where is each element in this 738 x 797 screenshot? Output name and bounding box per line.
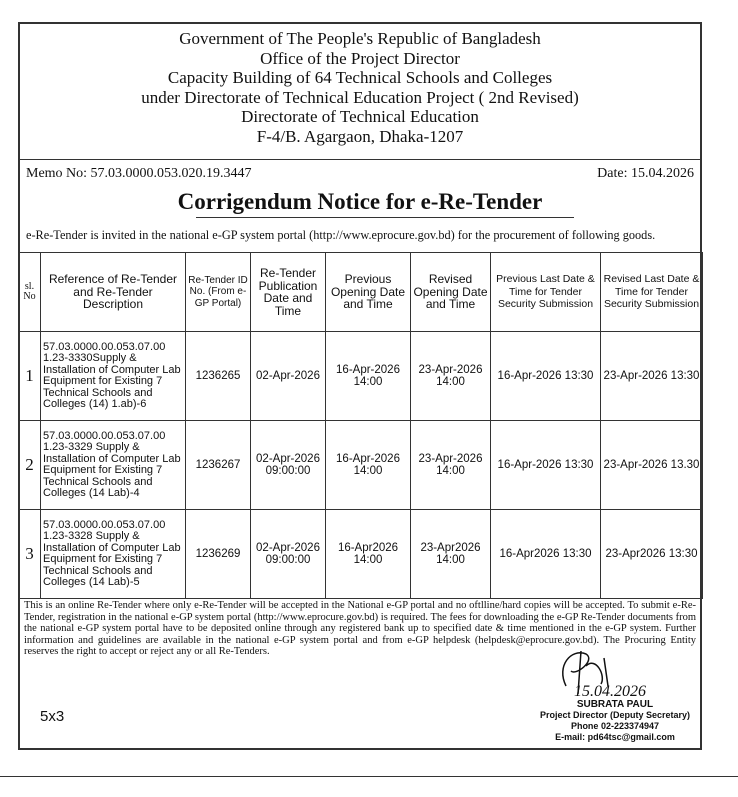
tender-id-cell: 1236269: [185, 509, 251, 599]
previous-opening-cell: 16-Apr-2026 14:00: [325, 420, 411, 510]
column-header: Revised Last Date & Time for Tender Secu…: [600, 252, 703, 332]
column-header: Re-Tender ID No. (From e- GP Portal): [185, 252, 251, 332]
column-header: Revised Opening Date and Time: [410, 252, 491, 332]
title-underline: [196, 217, 574, 218]
previous-last-date-cell: 16-Apr-2026 13:30: [490, 331, 601, 421]
revised-last-date-cell: 23-Apr2026 13:30: [600, 509, 703, 599]
column-header: Previous Opening Date and Time: [325, 252, 411, 332]
publication-date-cell: 02-Apr-2026 09:00:00: [250, 509, 326, 599]
revised-opening-cell: 23-Apr2026 14:00: [410, 509, 491, 599]
table-row: 1 57.03.0000.00.053.07.00 1.23-3330Supply…: [18, 331, 703, 421]
serial-cell: 3: [18, 509, 41, 599]
serial-cell: 1: [18, 331, 41, 421]
header-line: Directorate of Technical Education: [241, 107, 479, 126]
column-header: Previous Last Date & Time for Tender Sec…: [490, 252, 601, 332]
header-line: Capacity Building of 64 Technical School…: [167, 68, 553, 87]
table-header-row: sl. No Reference of Re-Tender and Re-Ten…: [18, 252, 703, 332]
letterhead: Government of The People's Republic of B…: [20, 24, 700, 160]
header-line: Government of The People's Republic of B…: [179, 29, 541, 48]
column-header: Reference of Re-Tender and Re-Tender Des…: [40, 252, 186, 332]
column-header: sl. No: [18, 252, 41, 332]
intro-text: e-Re-Tender is invited in the national e…: [26, 228, 656, 242]
terms-note: This is an online Re-Tender where only e…: [24, 600, 696, 658]
tender-table: sl. No Reference of Re-Tender and Re-Ten…: [18, 252, 703, 599]
notice-date: Date: 15.04.2026: [597, 166, 694, 181]
header-line: F-4/B. Agargaon, Dhaka-1207: [256, 126, 464, 146]
divider: [0, 776, 738, 777]
notice-frame: Government of The People's Republic of B…: [18, 22, 703, 750]
signatory-block: SUBRATA PAUL Project Director (Deputy Se…: [540, 699, 690, 743]
column-header: Re-Tender Publication Date and Time: [250, 252, 326, 332]
tender-id-cell: 1236267: [185, 420, 251, 510]
table-row: 2 57.03.0000.00.053.07.00 1.23-3329 Suppl…: [18, 420, 703, 510]
svg-text:15.04.2026: 15.04.2026: [574, 683, 646, 698]
signatory-name: SUBRATA PAUL: [576, 699, 654, 710]
previous-last-date-cell: 16-Apr2026 13:30: [490, 509, 601, 599]
notice-title: Corrigendum Notice for e-Re-Tender: [177, 189, 543, 214]
memo-number: Memo No: 57.03.0000.053.020.19.3447: [26, 166, 252, 181]
signatory-designation: Project Director (Deputy Secretary): [539, 710, 690, 720]
table-row: 3 57.03.0000.00.053.07.00 1.23-3328 Suppl…: [18, 509, 703, 599]
header-line: Office of the Project Director: [260, 48, 460, 68]
header-line: under Directorate of Technical Education…: [141, 87, 579, 107]
revised-opening-cell: 23-Apr-2026 14:00: [410, 331, 491, 421]
reference-cell: 57.03.0000.00.053.07.00 1.23-3328 Supply…: [40, 509, 186, 599]
signatory-phone: Phone 02-223374947: [570, 721, 659, 731]
reference-cell: 57.03.0000.00.053.07.00 1.23-3329 Supply…: [40, 420, 186, 510]
publication-date-cell: 02-Apr-2026: [250, 331, 326, 421]
previous-last-date-cell: 16-Apr-2026 13:30: [490, 420, 601, 510]
previous-opening-cell: 16-Apr2026 14:00: [325, 509, 411, 599]
signatory-email: E-mail: pd64tsc@gmail.com: [555, 732, 675, 742]
revised-last-date-cell: 23-Apr-2026 13.30: [600, 420, 703, 510]
ad-size-code: 5x3: [40, 708, 65, 725]
revised-opening-cell: 23-Apr-2026 14:00: [410, 420, 491, 510]
revised-last-date-cell: 23-Apr-2026 13:30: [600, 331, 703, 421]
previous-opening-cell: 16-Apr-2026 14:00: [325, 331, 411, 421]
signature: 15.04.2026: [562, 650, 646, 698]
reference-cell: 57.03.0000.00.053.07.00 1.23-3330Supply …: [40, 331, 186, 421]
serial-cell: 2: [18, 420, 41, 510]
tender-id-cell: 1236265: [185, 331, 251, 421]
publication-date-cell: 02-Apr-2026 09:00:00: [250, 420, 326, 510]
memo-row: Memo No: 57.03.0000.053.020.19.3447 Date…: [26, 166, 694, 182]
